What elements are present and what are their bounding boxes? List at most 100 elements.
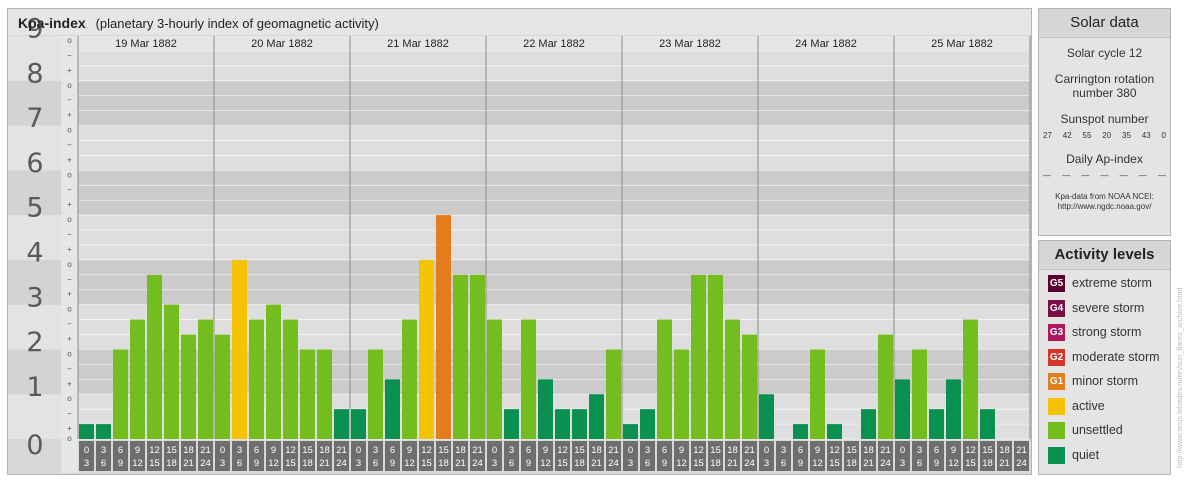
x-tick-label-end: 18 (438, 458, 449, 469)
x-tick-label-start: 12 (149, 445, 160, 456)
x-tick-label-end: 6 (645, 458, 650, 469)
minor-tick-label: + (67, 155, 72, 164)
x-interval-cell (96, 441, 111, 471)
level-swatch-quiet (1048, 446, 1065, 464)
x-tick-label-start: 9 (679, 445, 684, 456)
x-tick-label-end: 21 (591, 458, 602, 469)
x-tick-label-start: 6 (390, 445, 395, 456)
kp-bar (521, 319, 536, 439)
sunspot-value: 27 (1043, 131, 1052, 140)
x-tick-label-start: 21 (608, 445, 619, 456)
x-tick-label-end: 6 (373, 458, 378, 469)
level-label-g5: extreme storm (1072, 276, 1152, 290)
minor-tick-label: + (67, 200, 72, 209)
x-tick-label-start: 15 (982, 445, 993, 456)
level-g2: G2 moderate storm (1039, 346, 1170, 371)
kp-bar (147, 274, 162, 439)
x-tick-label-end: 12 (132, 458, 143, 469)
x-tick-label-end: 9 (390, 458, 395, 469)
sunspot-value: 43 (1141, 131, 1151, 140)
x-tick-label-start: 0 (900, 445, 905, 456)
x-interval-cell (198, 441, 213, 471)
y-band-label-bg (8, 349, 61, 395)
x-interval-cell (742, 441, 757, 471)
kp-bar (606, 349, 621, 439)
x-interval-cell (674, 441, 689, 471)
x-tick-label-start: 9 (271, 445, 276, 456)
kp-bar (912, 349, 927, 439)
y-tick-label: 7 (26, 103, 43, 134)
x-tick-label-start: 18 (727, 445, 738, 456)
x-tick-label-start: 3 (237, 445, 242, 456)
minor-tick-label: o (67, 434, 72, 443)
sunspot-value: 35 (1122, 131, 1131, 140)
minor-tick-label: − (67, 230, 72, 239)
x-tick-label-end: 18 (166, 458, 177, 469)
x-tick-label-start: 12 (557, 445, 568, 456)
x-interval-cell (79, 441, 94, 471)
minor-tick-label: o (67, 349, 72, 358)
kp-bar (164, 304, 179, 439)
x-interval-cell (912, 441, 927, 471)
y-tick-label: 5 (26, 193, 43, 224)
sunspot-value: 20 (1102, 131, 1112, 140)
x-tick-label-end: 24 (608, 458, 619, 469)
x-tick-label-start: 0 (492, 445, 497, 456)
x-tick-label-end: 6 (101, 458, 106, 469)
kp-bar (130, 319, 145, 439)
y-band-label-bg (8, 259, 61, 305)
kp-bar (640, 409, 655, 439)
minor-tick-label: o (67, 170, 72, 179)
x-tick-label-end: 6 (237, 458, 242, 469)
level-label-g3: strong storm (1072, 325, 1142, 339)
x-tick-label-end: 9 (798, 458, 803, 469)
kp-bar (181, 334, 196, 439)
kp-bar (385, 379, 400, 439)
minor-tick-column (61, 36, 78, 473)
kp-bar (419, 259, 434, 439)
minor-tick-label: + (67, 111, 72, 120)
level-label-g4: severe storm (1072, 300, 1145, 315)
y-tick-label: 9 (26, 14, 43, 45)
minor-tick-label: o (67, 394, 72, 403)
level-swatch-g4: G4 (1048, 299, 1065, 317)
minor-tick-label: + (67, 66, 72, 75)
kp-bar (946, 379, 961, 439)
x-tick-label-start: 6 (254, 445, 259, 456)
x-interval-cell (538, 441, 553, 471)
level-label-g2: moderate storm (1072, 349, 1160, 364)
kp-bar (963, 319, 978, 439)
watermark-text: http://www.tesis.lebedev.ru/en/sun_flare… (1175, 287, 1184, 468)
x-tick-label-end: 3 (492, 458, 497, 469)
x-tick-label-start: 3 (781, 445, 786, 456)
x-interval-cell (232, 441, 247, 471)
x-tick-label-end: 9 (526, 458, 531, 469)
kp-bar (725, 319, 740, 439)
minor-tick-label: + (67, 335, 72, 344)
chart-title-main: Kpa-index (18, 15, 86, 31)
x-tick-label-end: 12 (268, 458, 279, 469)
y-tick-label: 1 (26, 372, 43, 403)
x-interval-cell (436, 441, 451, 471)
level-g4: G4 severe storm (1039, 297, 1170, 322)
x-interval-cell (555, 441, 570, 471)
x-tick-label-start: 12 (829, 445, 840, 456)
x-interval-cell (861, 441, 876, 471)
x-tick-label-end: 18 (302, 458, 313, 469)
x-interval-cell (453, 441, 468, 471)
x-interval-cell (606, 441, 621, 471)
x-tick-label-start: 9 (815, 445, 820, 456)
kp-bar (878, 334, 893, 439)
x-interval-cell (334, 441, 349, 471)
x-tick-label-end: 18 (710, 458, 721, 469)
x-tick-label-end: 6 (917, 458, 922, 469)
x-tick-label-start: 15 (846, 445, 857, 456)
minor-tick-label: − (67, 51, 72, 60)
x-tick-label-start: 18 (319, 445, 330, 456)
minor-tick-label: − (67, 409, 72, 418)
x-tick-label-start: 9 (407, 445, 412, 456)
x-tick-label-end: 12 (540, 458, 551, 469)
x-tick-label-start: 21 (880, 445, 891, 456)
kp-bar (929, 409, 944, 439)
x-interval-cell (827, 441, 842, 471)
